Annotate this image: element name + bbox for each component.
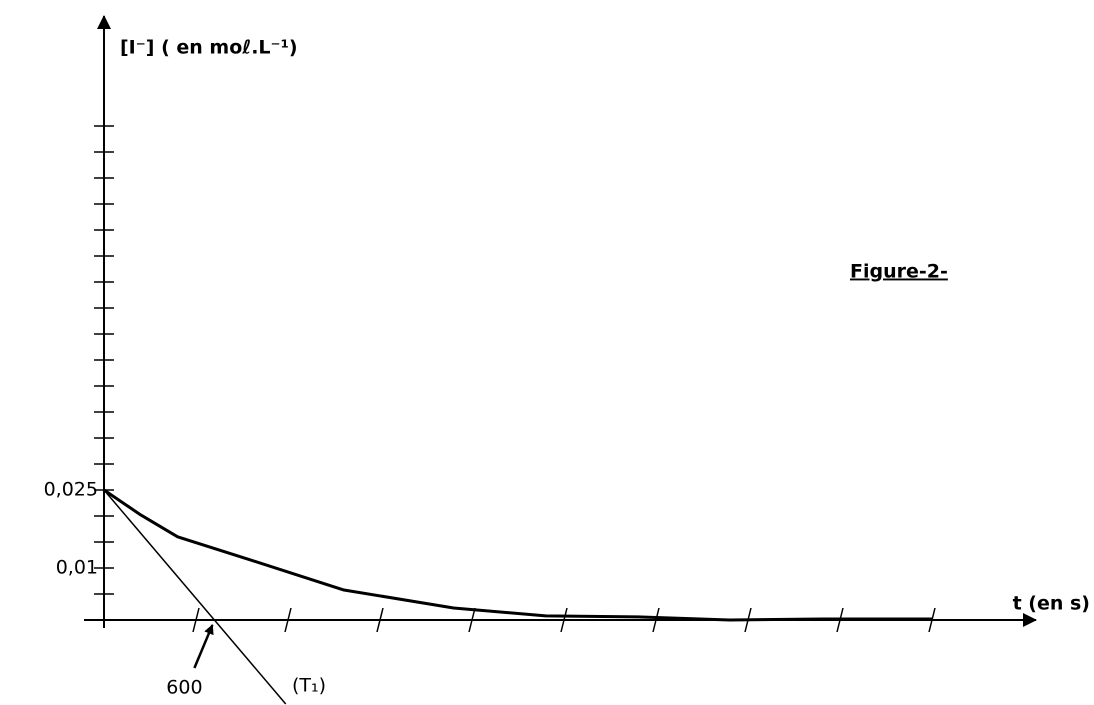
- annotation-label: 600: [166, 677, 202, 699]
- y-axis-label: [I⁻] ( en moℓ.L⁻¹): [120, 37, 298, 59]
- tangent-line: [103, 489, 287, 705]
- y-tick-label: 0,025: [44, 479, 98, 501]
- x-axis-label: t (en s): [1013, 593, 1090, 615]
- y-tick-label: 0,01: [56, 557, 98, 579]
- annotation-arrow: [193, 624, 214, 669]
- x-minor-tick: [560, 607, 568, 633]
- chart-title: Figure-2-: [850, 261, 948, 283]
- x-minor-tick: [468, 607, 476, 633]
- curve: [103, 488, 932, 622]
- x-minor-tick: [376, 607, 384, 633]
- tangent-label: (T₁): [292, 675, 326, 697]
- x-minor-tick: [652, 607, 660, 633]
- x-minor-tick: [192, 607, 200, 633]
- x-minor-tick: [284, 607, 292, 633]
